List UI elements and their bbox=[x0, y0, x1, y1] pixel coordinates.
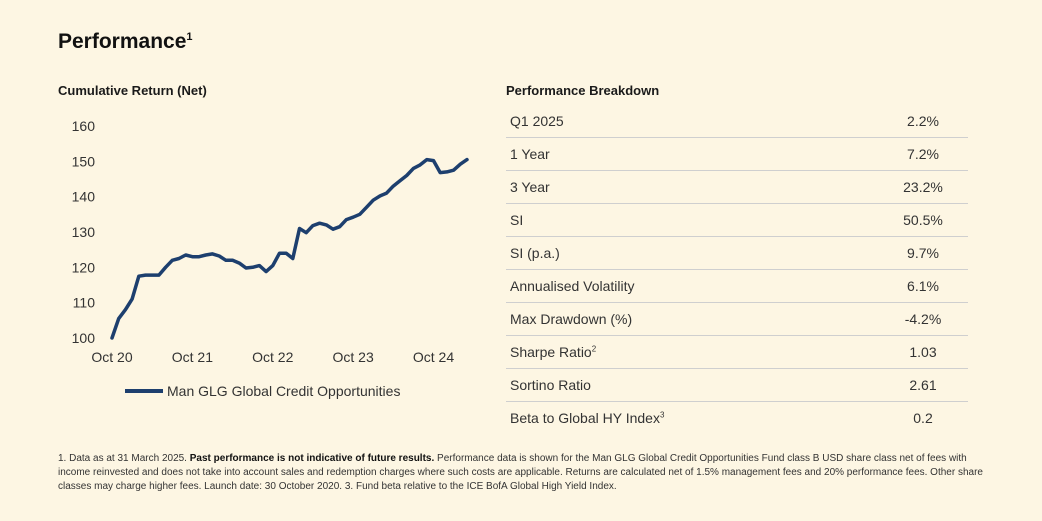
row-label: Sharpe Ratio2 bbox=[506, 344, 878, 360]
row-value: 2.61 bbox=[909, 377, 937, 393]
row-value: 7.2% bbox=[907, 146, 939, 162]
row-label-text: SI bbox=[510, 212, 524, 228]
table-row: SI (p.a.) 9.7% bbox=[506, 237, 968, 270]
row-label-text: Max Drawdown (%) bbox=[510, 311, 633, 327]
y-tick-label: 140 bbox=[72, 189, 96, 205]
table-row: Beta to Global HY Index3 0.2 bbox=[506, 402, 968, 434]
row-footnote-marker: 2 bbox=[591, 344, 597, 354]
row-label: 1 Year bbox=[506, 146, 878, 162]
row-label: Sortino Ratio bbox=[506, 377, 878, 393]
row-label: Annualised Volatility bbox=[506, 278, 878, 294]
chart-legend: Man GLG Global Credit Opportunities bbox=[125, 383, 400, 399]
table-row: Sortino Ratio 2.61 bbox=[506, 369, 968, 402]
row-label-text: 1 Year bbox=[510, 146, 550, 162]
row-value: 0.2 bbox=[913, 410, 933, 426]
y-tick-label: 100 bbox=[72, 330, 96, 346]
x-tick-label: Oct 21 bbox=[172, 349, 213, 365]
table-row: Annualised Volatility 6.1% bbox=[506, 270, 968, 303]
x-tick-label: Oct 20 bbox=[91, 349, 132, 365]
table-row: SI 50.5% bbox=[506, 204, 968, 237]
table-row: Max Drawdown (%) -4.2% bbox=[506, 303, 968, 336]
y-tick-label: 110 bbox=[73, 295, 96, 311]
row-value: 2.2% bbox=[907, 113, 939, 129]
row-label: 3 Year bbox=[506, 179, 878, 195]
row-label: Beta to Global HY Index3 bbox=[506, 410, 878, 426]
row-value: 23.2% bbox=[903, 179, 943, 195]
y-tick-label: 150 bbox=[72, 153, 96, 169]
row-label-text: Sortino Ratio bbox=[510, 377, 591, 393]
table-row: Sharpe Ratio2 1.03 bbox=[506, 336, 968, 369]
row-label-text: Beta to Global HY Index bbox=[510, 410, 660, 426]
row-label-text: Annualised Volatility bbox=[510, 278, 635, 294]
row-label-text: SI (p.a.) bbox=[510, 245, 560, 261]
row-value: 1.03 bbox=[909, 344, 937, 360]
y-tick-label: 160 bbox=[72, 118, 96, 134]
footnote: 1. Data as at 31 March 2025. Past perfor… bbox=[58, 453, 983, 492]
row-value: 9.7% bbox=[907, 245, 939, 261]
row-value: -4.2% bbox=[904, 311, 942, 327]
series-line-0 bbox=[110, 157, 469, 340]
row-label-text: Q1 2025 bbox=[510, 113, 564, 129]
row-label-text: Sharpe Ratio bbox=[510, 344, 592, 360]
chart-title: Cumulative Return (Net) bbox=[58, 83, 207, 98]
table-row: 3 Year 23.2% bbox=[506, 171, 968, 204]
row-label: SI (p.a.) bbox=[506, 245, 878, 261]
cumulative-return-chart: 100 110 120 130 140 150 160 Oct 20 Oct 21 Oct 22… bbox=[72, 118, 469, 365]
legend-swatch bbox=[125, 389, 163, 393]
breakdown-title: Performance Breakdown bbox=[506, 83, 660, 98]
legend-label: Man GLG Global Credit Opportunities bbox=[167, 383, 401, 399]
row-label: SI bbox=[506, 212, 878, 228]
row-label-text: 3 Year bbox=[510, 179, 550, 195]
x-tick-label: Oct 24 bbox=[413, 349, 454, 365]
row-value: 6.1% bbox=[907, 278, 939, 294]
row-footnote-marker: 3 bbox=[659, 410, 665, 420]
row-value: 50.5% bbox=[903, 212, 943, 228]
row-label: Q1 2025 bbox=[506, 113, 878, 129]
performance-breakdown-table: Q1 2025 2.2% 1 Year 7.2% 3 Year 23.2% SI 50.5% S… bbox=[506, 105, 968, 434]
title-footnote-marker: 1 bbox=[186, 31, 193, 43]
y-tick-label: 120 bbox=[72, 259, 96, 275]
table-row: 1 Year 7.2% bbox=[506, 138, 968, 171]
x-tick-label: Oct 22 bbox=[252, 349, 293, 365]
footnote-warning: Past performance is not indicative of fu… bbox=[189, 453, 435, 464]
x-tick-label: Oct 23 bbox=[333, 349, 374, 365]
page-title: Performance1 bbox=[58, 30, 193, 53]
row-label: Max Drawdown (%) bbox=[506, 311, 878, 327]
table-row: Q1 2025 2.2% bbox=[506, 105, 968, 138]
y-tick-label: 130 bbox=[72, 224, 96, 240]
